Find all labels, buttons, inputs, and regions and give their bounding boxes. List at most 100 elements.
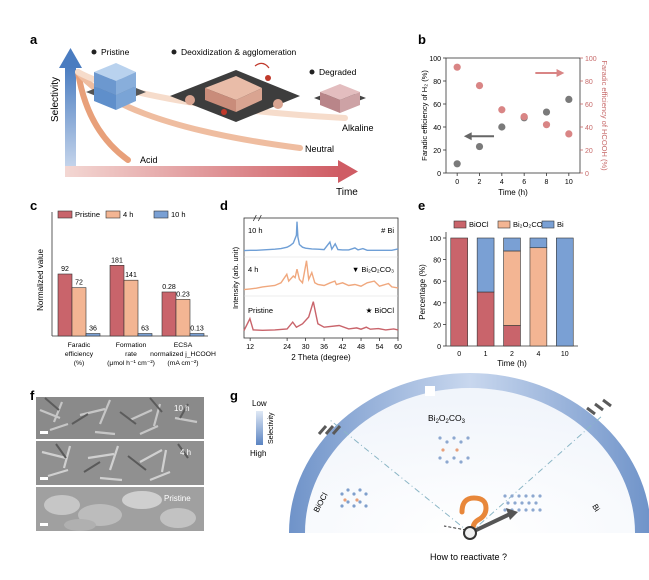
c-category-label: (μmol h⁻¹ cm⁻²) — [107, 360, 155, 367]
a-x-axis-label: Time — [336, 187, 358, 198]
b-ytick-label-left: 40 — [433, 125, 441, 132]
c-bar-value-label: 141 — [125, 272, 137, 279]
b-ytick-label-left: 100 — [429, 56, 441, 63]
c-bar-value-label: 0.13 — [190, 326, 204, 333]
curve-neutral — [75, 69, 303, 151]
selectivity-needle — [469, 512, 511, 535]
panel-label-e: e — [418, 198, 425, 213]
e-bar-segment — [556, 237, 574, 347]
e-bar-segment — [503, 237, 521, 252]
c-category-label: Formation — [116, 342, 147, 349]
sem-label-10h: 10 h — [174, 404, 190, 413]
curve-alkaline — [75, 69, 348, 121]
c-bar — [57, 273, 73, 337]
panel-d: d 12 24 30 36 42 48 54 60 2 Theta (degree) Intens… — [220, 198, 402, 362]
b-xtick-label: 6 — [522, 179, 526, 186]
e-ytick-label: 80 — [433, 258, 441, 265]
c-category-label: ECSA — [174, 342, 193, 349]
b-ytick-label-right: 20 — [585, 148, 593, 155]
sem-image-10h: 10 h — [36, 397, 204, 439]
e-category-label: 4 — [536, 351, 540, 358]
c-bar — [189, 333, 205, 337]
panel-label-g: g — [230, 388, 238, 403]
b-point-hcooh — [475, 82, 484, 90]
d-xtick-label: 60 — [394, 344, 402, 351]
b-point-hcooh — [542, 121, 551, 129]
e-category-label: 2 — [510, 351, 514, 358]
d-xtick-label: 12 — [246, 344, 254, 351]
b-xtick-label: 8 — [545, 179, 549, 186]
c-legend-swatch — [105, 210, 121, 219]
e-legend-swatch — [453, 220, 467, 229]
c-category-label: normalized j_HCOOH — [150, 351, 216, 358]
e-ytick-label: 20 — [433, 322, 441, 329]
b-arrowhead-right-icon — [556, 68, 565, 77]
sem-label-4h: 4 h — [180, 448, 191, 457]
c-bar-value-label: 181 — [111, 257, 123, 264]
d-marker-legend: ★ BiOCl — [366, 306, 395, 315]
d-xtick-label: 54 — [376, 344, 384, 351]
e-category-label: 10 — [561, 351, 569, 358]
panel-label-d: d — [220, 198, 228, 213]
chart-d: 12 24 30 36 42 48 54 60 2 Theta (degree) Intensit… — [231, 214, 402, 362]
d-axis-break-icon — [252, 214, 262, 222]
b-point-h2 — [475, 142, 484, 151]
c-bar-value-label: 36 — [89, 326, 97, 333]
sem-label-pristine: Pristine — [164, 494, 191, 503]
b-ytick-label-right: 40 — [585, 125, 593, 132]
e-bar-segment — [450, 237, 468, 347]
b-point-h2 — [453, 160, 461, 168]
e-y-axis-label: Percentage (%) — [418, 264, 427, 320]
chart-b: 0 0 20 20 40 40 60 60 80 80 100 100 0 2 4 6 8 10 Time (h) F… — [420, 56, 609, 197]
b-plot-frame — [445, 57, 581, 174]
panel-f: f 10 h 4 h Pristine — [30, 388, 204, 531]
d-plot-frame — [243, 217, 399, 339]
gradient-low-label: Low — [252, 399, 267, 408]
c-legend-swatch — [153, 210, 169, 219]
sem-image-pristine: Pristine — [36, 487, 204, 531]
panel-c: c Normalized value Pristine 4 h 10 h 92 72 36 F… — [30, 198, 216, 367]
degraded-catalyst-illustration — [314, 84, 366, 113]
deox-dot — [171, 49, 177, 55]
e-ytick-label: 0 — [437, 344, 441, 351]
c-legend-label: 4 h — [123, 210, 133, 219]
chevron-right-icon — [586, 398, 612, 416]
e-ytick-label: 40 — [433, 301, 441, 308]
pristine-catalyst-illustration — [86, 63, 146, 110]
question-mark-icon — [459, 495, 489, 532]
species-bi2o2co3: Bi2O2CO3 — [428, 413, 466, 425]
panel-b: b 0 0 20 20 40 40 60 60 80 80 100 100 0 2 4 6 8 10 Time (h… — [418, 32, 609, 197]
e-legend-swatch — [541, 220, 555, 229]
e-bar-segment — [503, 325, 521, 347]
label-neutral: Neutral — [305, 144, 334, 154]
c-bar — [109, 265, 125, 337]
b-ytick-label-right: 80 — [585, 79, 593, 86]
c-y-axis-label: Normalized value — [36, 249, 45, 311]
c-bar — [123, 279, 139, 337]
c-category-label: (mA cm⁻²) — [167, 360, 198, 367]
selectivity-arrowhead — [59, 48, 82, 68]
needle-pivot — [463, 526, 477, 540]
e-bar-segment — [476, 291, 495, 347]
label-alkaline: Alkaline — [342, 123, 374, 133]
b-point-h2 — [565, 95, 573, 103]
d-y-axis-label: Intensity (arb. unit) — [231, 246, 240, 309]
d-pattern-line — [243, 221, 399, 252]
panel-a: a Selectivity Time Acid Neutral Alkaline… — [30, 32, 374, 198]
question-text: How to reactivate ? — [430, 552, 507, 562]
structure-bi2o2co3 — [438, 436, 470, 464]
b-y-axis-label-left: Faradic efficiency of H₂ (%) — [420, 70, 429, 161]
e-bar-segment — [476, 237, 495, 293]
e-legend-swatch — [497, 220, 511, 229]
panel-label-b: b — [418, 32, 426, 47]
chevron-left-icon — [317, 425, 342, 435]
c-bar — [85, 333, 101, 337]
b-ytick-label-right: 60 — [585, 102, 593, 109]
b-arrowhead-left-icon — [463, 132, 472, 141]
e-x-axis-label: Time (h) — [497, 359, 527, 368]
b-point-hcooh — [453, 63, 461, 71]
b-ytick-label-left: 60 — [433, 102, 441, 109]
selectivity-arrow — [65, 66, 76, 176]
